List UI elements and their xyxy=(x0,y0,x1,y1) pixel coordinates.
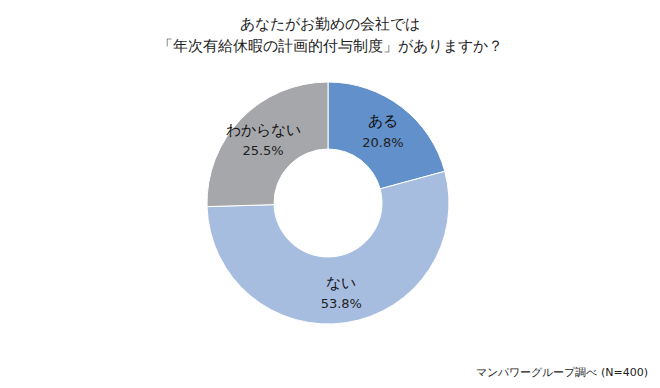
svg-text:25.5%: 25.5% xyxy=(242,143,283,158)
svg-text:わからない: わからない xyxy=(226,121,301,139)
svg-text:あなたがお勤めの会社では: あなたがお勤めの会社では xyxy=(240,15,420,33)
svg-text:ない: ない xyxy=(326,274,356,292)
svg-text:ある: ある xyxy=(368,112,398,130)
svg-text:53.8%: 53.8% xyxy=(321,296,362,311)
svg-text:マンパワーグループ調べ (N=400): マンパワーグループ調べ (N=400) xyxy=(476,366,648,379)
svg-text:「年次有給休暇の計画的付与制度」がありますか？: 「年次有給休暇の計画的付与制度」がありますか？ xyxy=(158,37,503,55)
svg-text:20.8%: 20.8% xyxy=(362,135,403,150)
